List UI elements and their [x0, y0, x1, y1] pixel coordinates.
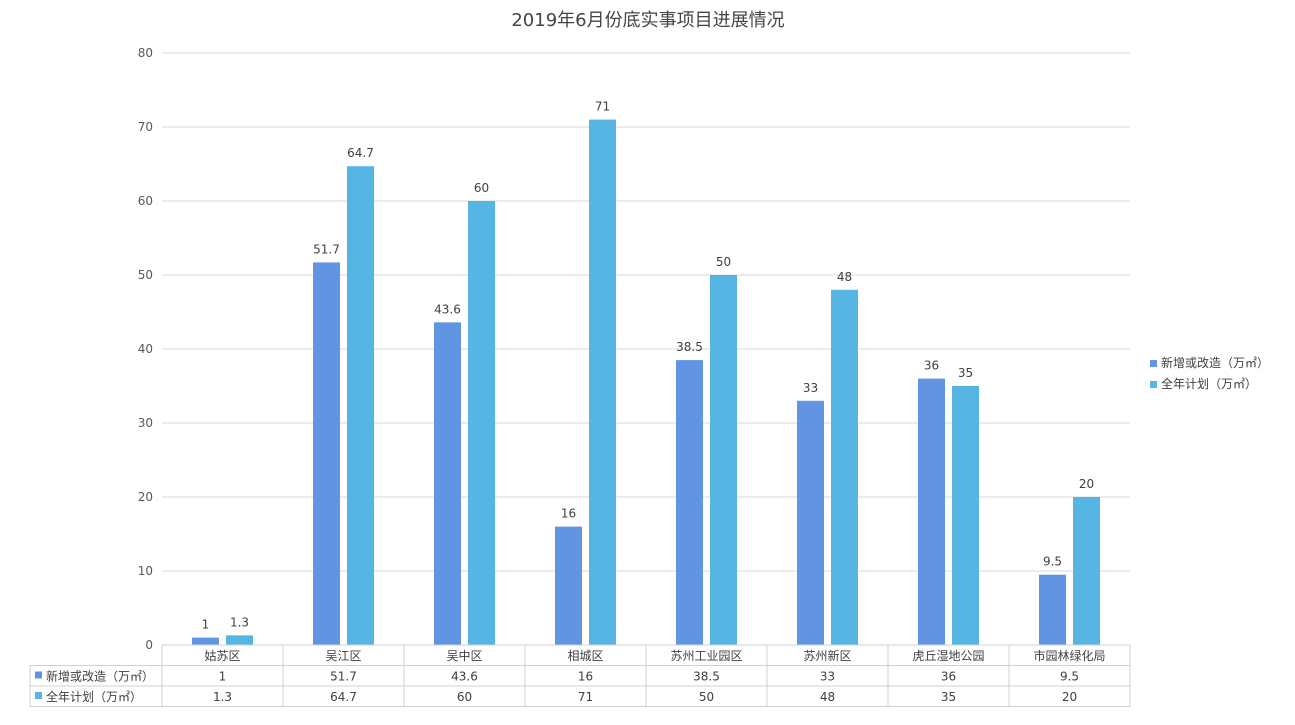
x-category-label: 相城区 [567, 649, 603, 663]
y-tick-label: 0 [145, 638, 153, 652]
bars [192, 119, 1100, 646]
y-tick-label: 20 [138, 490, 153, 504]
table-cell: 36 [941, 670, 956, 684]
table-cell: 48 [820, 690, 835, 704]
table-cell: 43.6 [451, 670, 478, 684]
data-label: 9.5 [1043, 555, 1062, 569]
legend-label: 全年计划（万㎡） [1161, 376, 1257, 391]
bar [555, 526, 582, 645]
bar [313, 262, 340, 645]
legend-swatch [1150, 360, 1157, 367]
y-axis: 0 10 20 30 40 50 60 70 80 [138, 46, 153, 652]
bar [952, 386, 979, 645]
table-cell: 1 [219, 670, 227, 684]
y-tick-label: 10 [138, 564, 153, 578]
data-label: 33 [803, 381, 818, 395]
bar [831, 289, 858, 645]
table-legend-key [35, 671, 42, 679]
table-cell: 60 [457, 690, 472, 704]
data-label: 1.3 [230, 615, 249, 629]
data-label: 71 [595, 100, 610, 114]
data-label: 43.6 [434, 302, 461, 316]
x-category-label: 苏州新区 [803, 648, 851, 663]
x-category-label: 吴江区 [325, 649, 361, 663]
data-label: 64.7 [347, 146, 374, 160]
x-category-label: 吴中区 [446, 648, 482, 663]
y-tick-label: 70 [138, 120, 153, 134]
bar [589, 119, 616, 646]
x-category-label: 虎丘湿地公园 [912, 648, 984, 663]
data-label: 50 [716, 255, 731, 269]
table-cell: 20 [1062, 690, 1077, 704]
x-category-label: 苏州工业园区 [670, 649, 742, 663]
bar [710, 275, 737, 645]
legend-label: 新增或改造（万㎡） [1161, 355, 1269, 370]
table-cell: 50 [699, 690, 714, 704]
bar [434, 322, 461, 645]
data-label: 38.5 [676, 340, 703, 354]
bar [192, 637, 219, 645]
table-cell: 38.5 [693, 670, 720, 684]
data-label: 35 [958, 366, 973, 380]
data-label: 36 [924, 359, 939, 373]
bar [1039, 574, 1066, 645]
bar [347, 166, 374, 645]
bar [797, 400, 824, 645]
table-cell: 71 [578, 690, 593, 704]
table-cell: 64.7 [330, 690, 357, 704]
table-cell: 35 [941, 690, 956, 704]
data-table: 姑苏区 吴江区 吴中区 相城区 苏州工业园区 苏州新区 虎丘湿地公园 市园林绿化局新增或改造（… [29, 644, 1131, 707]
bar [468, 201, 495, 645]
table-series-name: 新增或改造（万㎡） [46, 669, 154, 684]
table-legend-key [35, 692, 42, 699]
bar [918, 378, 945, 645]
y-tick-label: 60 [138, 194, 153, 208]
x-category-label: 姑苏区 [204, 649, 240, 663]
table-cell: 51.7 [330, 670, 357, 684]
table-cell: 33 [820, 670, 835, 684]
x-category-label: 市园林绿化局 [1033, 648, 1105, 663]
bar [676, 360, 703, 645]
y-tick-label: 80 [138, 46, 153, 60]
bar [1073, 497, 1100, 645]
table-cell: 9.5 [1060, 670, 1079, 684]
data-label: 48 [837, 270, 852, 284]
chart-title: 2019年6月份底实事项目进展情况 [511, 10, 784, 31]
data-label: 16 [561, 507, 576, 521]
y-tick-label: 50 [138, 268, 153, 282]
legend: 新增或改造（万㎡） 全年计划（万㎡） [1150, 355, 1269, 391]
y-tick-label: 30 [138, 416, 153, 430]
data-label: 20 [1079, 477, 1094, 491]
table-cell: 1.3 [213, 690, 232, 704]
bar [226, 635, 253, 645]
y-tick-label: 40 [138, 342, 153, 356]
table-cell: 16 [578, 670, 593, 684]
data-labels: 1 51.7 43.6 16 38.5 33 36 9.5 1.3 64.7 60 71 50 48 35 2… [202, 100, 1094, 632]
data-label: 60 [474, 181, 489, 195]
data-label: 1 [202, 618, 210, 632]
legend-swatch [1150, 381, 1157, 388]
data-label: 51.7 [313, 242, 340, 256]
table-series-name: 全年计划（万㎡） [46, 689, 142, 704]
gridlines [162, 52, 1130, 646]
